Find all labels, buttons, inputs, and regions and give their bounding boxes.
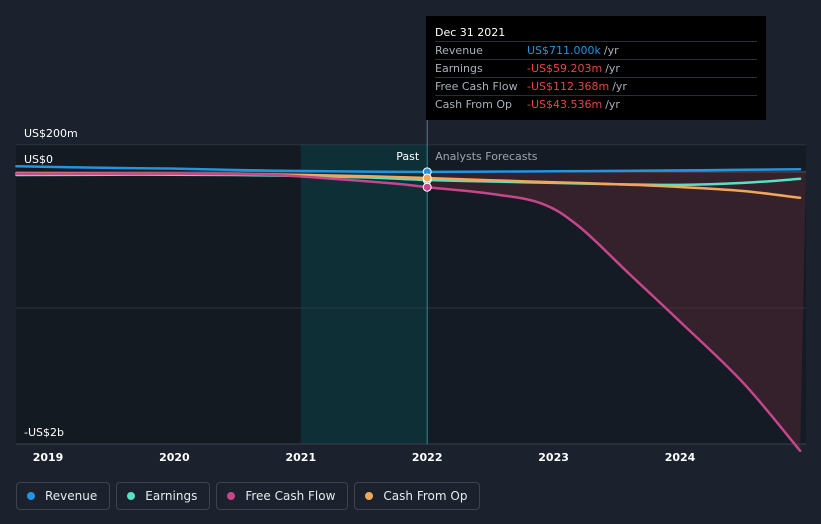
forecast-label: Analysts Forecasts <box>435 150 538 163</box>
tooltip-unit: /yr <box>603 44 619 57</box>
tooltip-unit: /yr <box>612 80 627 93</box>
tooltip-row-earnings: Earnings -US$59.203m /yr <box>435 59 757 77</box>
tooltip-value: -US$112.368m <box>527 80 610 93</box>
legend-dot-icon <box>127 492 136 500</box>
x-tick-label: 2023 <box>538 451 569 464</box>
x-tick-label: 2020 <box>159 451 190 464</box>
past-label: Past <box>396 150 420 163</box>
tooltip-date: Dec 31 2021 <box>435 26 506 39</box>
legend-item-free-cash-flow[interactable]: Free Cash Flow <box>216 482 349 510</box>
forecast-negative-area <box>427 172 806 451</box>
x-tick-label: 2022 <box>412 451 443 464</box>
series-marker-cash-from-op <box>422 173 432 183</box>
legend-dot-icon <box>27 492 35 500</box>
x-tick-label: 2021 <box>285 451 316 464</box>
tooltip: Dec 31 2021 Revenue US$711.000k /yr Earn… <box>426 16 766 120</box>
legend-label: Earnings <box>145 489 198 503</box>
tooltip-row-free-cash-flow: Free Cash Flow -US$112.368m /yr <box>435 77 757 95</box>
y-label-zero: US$0 <box>24 153 53 166</box>
y-label-top: US$200m <box>24 127 78 140</box>
legend-item-cash-from-op[interactable]: Cash From Op <box>354 482 481 510</box>
past-shade-band <box>16 144 301 444</box>
legend: Revenue Earnings Free Cash Flow Cash Fro… <box>16 482 481 510</box>
series-marker-free-cash-flow <box>422 182 432 192</box>
series-line-revenue <box>15 165 802 174</box>
tooltip-label: Cash From Op <box>435 98 513 111</box>
tooltip-value: -US$43.536m <box>527 98 603 111</box>
tooltip-row-revenue: Revenue US$711.000k /yr <box>435 41 757 59</box>
legend-item-earnings[interactable]: Earnings <box>116 482 211 510</box>
tooltip-label: Earnings <box>435 62 483 75</box>
legend-dot-icon <box>227 492 236 500</box>
tooltip-label: Free Cash Flow <box>435 80 518 93</box>
tooltip-label: Revenue <box>435 44 483 57</box>
tooltip-value: US$711.000k <box>527 44 601 57</box>
legend-item-revenue[interactable]: Revenue <box>16 482 111 510</box>
legend-label: Free Cash Flow <box>245 489 336 503</box>
legend-dot-icon <box>365 492 374 500</box>
legend-label: Cash From Op <box>383 489 468 503</box>
tooltip-value: -US$59.203m <box>527 62 603 75</box>
past-highlight-band <box>300 144 428 444</box>
x-tick-label: 2019 <box>33 451 64 464</box>
tooltip-unit: /yr <box>605 98 620 111</box>
tooltip-unit: /yr <box>605 62 620 75</box>
legend-label: Revenue <box>45 489 98 503</box>
series-line-free-cash-flow <box>15 172 802 453</box>
x-tick-label: 2024 <box>665 451 696 464</box>
tooltip-row-cash-from-op: Cash From Op -US$43.536m /yr <box>435 95 757 113</box>
y-label-bottom: -US$2b <box>24 426 64 439</box>
